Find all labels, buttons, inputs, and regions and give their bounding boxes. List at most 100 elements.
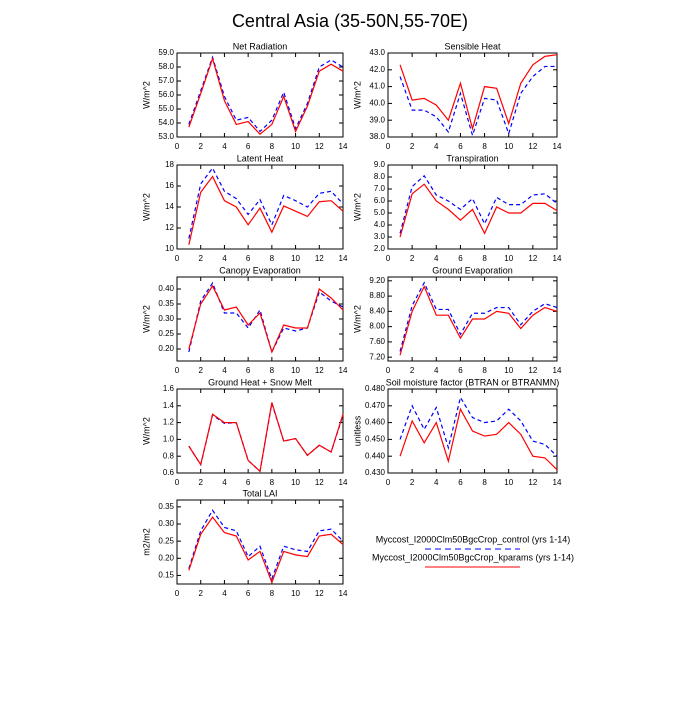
y-tick-label: 0.450 [365,435,386,444]
x-tick-label: 10 [291,254,300,263]
x-tick-label: 4 [434,142,439,151]
x-tick-label: 12 [528,254,537,263]
y-tick-label: 7.20 [369,352,385,361]
y-tick-label: 12 [165,223,174,232]
y-axis-label: W/m^2 [141,305,151,333]
x-tick-label: 14 [339,366,348,375]
x-tick-label: 2 [198,254,203,263]
x-tick-label: 2 [198,589,203,598]
y-tick-label: 54.0 [158,118,174,127]
y-tick-label: 0.35 [158,299,174,308]
figure-title: Central Asia (35-50N,55-70E) [232,11,468,31]
series-line [399,183,558,238]
x-tick-label: 6 [246,142,251,151]
x-tick-label: 10 [504,366,513,375]
y-tick-label: 38.0 [369,132,385,141]
x-tick-label: 8 [482,478,487,487]
y-tick-label: 0.460 [365,418,386,427]
panel-title: Ground Evaporation [432,265,513,275]
y-axis-label: W/m^2 [141,81,151,109]
x-tick-label: 4 [222,142,227,151]
series-line [399,281,558,352]
x-tick-label: 4 [222,366,227,375]
x-tick-label: 4 [434,254,439,263]
y-tick-label: 0.25 [158,329,174,338]
panel-title: Canopy Evaporation [219,265,301,275]
y-tick-label: 2.0 [374,244,386,253]
y-tick-label: 14 [165,202,174,211]
y-tick-label: 0.30 [158,519,174,528]
plot-frame [387,276,558,362]
x-tick-label: 10 [291,478,300,487]
series-line [399,174,558,234]
series-line [188,516,344,584]
series-line [188,175,344,245]
y-axis-label: W/m^2 [141,193,151,221]
y-tick-label: 0.40 [158,284,174,293]
x-tick-label: 14 [339,142,348,151]
y-axis-label: W/m^2 [352,81,362,109]
y-tick-label: 40.0 [369,99,385,108]
x-tick-label: 2 [410,142,415,151]
y-tick-label: 57.0 [158,76,174,85]
panel-title: Transpiration [446,153,498,163]
x-tick-label: 4 [222,589,227,598]
x-tick-label: 4 [434,478,439,487]
x-tick-label: 0 [386,366,391,375]
x-tick-label: 14 [339,254,348,263]
x-tick-label: 2 [198,478,203,487]
series-line [188,284,344,354]
series-line [399,285,558,356]
x-tick-label: 0 [175,254,180,263]
y-tick-label: 1.0 [163,435,175,444]
x-tick-label: 6 [458,142,463,151]
x-tick-label: 0 [175,478,180,487]
panel-title: Ground Heat + Snow Melt [208,377,312,387]
y-tick-label: 1.4 [163,401,175,410]
plot-frame [176,388,344,474]
x-tick-label: 12 [528,142,537,151]
x-tick-label: 10 [504,478,513,487]
x-tick-label: 12 [528,366,537,375]
x-tick-label: 8 [270,142,275,151]
y-tick-label: 7.60 [369,337,385,346]
y-tick-label: 43.0 [369,48,385,57]
y-tick-label: 59.0 [158,48,174,57]
series-line [399,65,557,138]
x-tick-label: 0 [175,142,180,151]
y-tick-label: 16 [165,181,174,190]
x-tick-label: 0 [175,589,180,598]
x-tick-label: 6 [246,589,251,598]
x-tick-label: 6 [246,254,251,263]
y-tick-label: 0.430 [365,468,386,477]
legend-label: Myccost_I2000Clm50BgcCrop_control (yrs 1… [376,534,571,544]
x-tick-label: 8 [270,254,275,263]
y-tick-label: 9.20 [369,276,385,285]
x-tick-label: 2 [410,366,415,375]
y-tick-label: 0.15 [158,571,174,580]
y-axis-label: W/m^2 [352,193,362,221]
x-tick-label: 14 [553,254,562,263]
plot-frame [176,499,344,585]
y-tick-label: 5.0 [374,208,386,217]
series-line [188,402,344,473]
panel-title: Net Radiation [233,41,288,51]
x-tick-label: 6 [458,254,463,263]
x-tick-label: 2 [410,478,415,487]
y-tick-label: 0.35 [158,502,174,511]
y-tick-label: 7.0 [374,184,386,193]
y-tick-label: 3.0 [374,232,386,241]
x-tick-label: 8 [270,366,275,375]
y-tick-label: 0.470 [365,401,386,410]
x-tick-label: 0 [386,478,391,487]
x-tick-label: 8 [482,254,487,263]
x-tick-label: 8 [482,142,487,151]
x-tick-label: 10 [291,142,300,151]
panel-title: Total LAI [242,488,277,498]
plot-frame [387,388,558,474]
x-tick-label: 0 [386,142,391,151]
x-tick-label: 12 [315,366,324,375]
x-tick-label: 8 [270,478,275,487]
